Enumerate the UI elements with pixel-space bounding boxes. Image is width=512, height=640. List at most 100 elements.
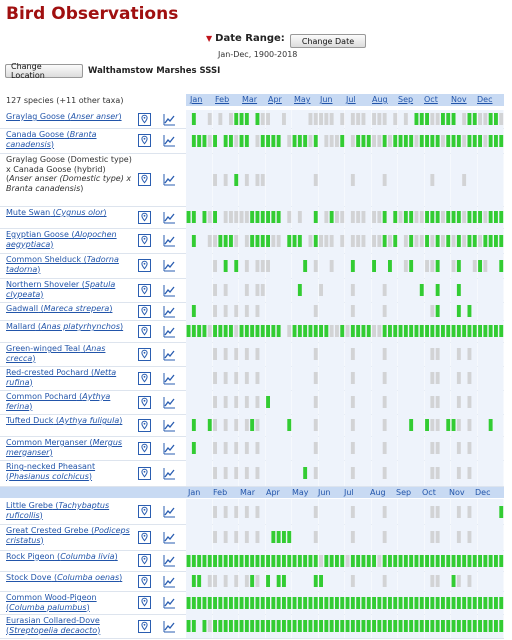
map-pin-icon[interactable] (138, 467, 151, 480)
line-chart-icon[interactable] (163, 259, 176, 272)
line-chart-icon[interactable] (163, 325, 176, 338)
line-chart-icon[interactable] (163, 348, 176, 361)
map-pin-icon[interactable] (138, 442, 151, 455)
species-name-link[interactable]: Common Pochard (Aythya ferina) (6, 392, 111, 411)
species-name-link[interactable]: Little Grebe (Tachybaptus ruficollis) (6, 501, 110, 520)
line-chart-icon[interactable] (163, 575, 176, 588)
map-pin-icon[interactable] (138, 505, 151, 518)
month-header-sep[interactable]: Sep (398, 95, 414, 104)
species-name-link[interactable]: Common Shelduck (Tadorna tadorna) (6, 255, 119, 274)
species-name-link[interactable]: Great Crested Grebe (Podiceps cristatus) (6, 526, 130, 545)
line-chart-icon[interactable] (163, 419, 176, 432)
line-chart-icon[interactable] (163, 134, 176, 147)
species-name-link[interactable]: Gadwall (Mareca strepera) (6, 304, 113, 313)
month-column (186, 499, 212, 524)
week-sampled-cell (324, 135, 329, 147)
line-chart-icon[interactable] (163, 396, 176, 409)
line-chart-icon[interactable] (163, 554, 176, 567)
species-name-link[interactable]: Mallard (Anas platyrhynchos) (6, 322, 124, 331)
month-header-feb[interactable]: Feb (215, 95, 230, 104)
month-header-oct[interactable]: Oct (424, 95, 438, 104)
species-name-link[interactable]: Mute Swan (Cygnus olor) (6, 208, 107, 217)
week-observed-bar (372, 260, 376, 272)
line-chart-icon[interactable] (163, 234, 176, 247)
map-pin-icon[interactable] (138, 305, 151, 318)
month-header-aug[interactable]: Aug (372, 95, 388, 104)
change-location-button[interactable]: Change Location (5, 62, 83, 80)
week-observed-bar (191, 211, 196, 223)
week-sampled-cell (234, 211, 239, 223)
species-common-name: Mallard (6, 322, 36, 331)
species-name-link[interactable]: Graylag Goose (Anser anser) (6, 112, 122, 121)
week-observed-bar (313, 575, 318, 587)
week-observed-bar (409, 260, 414, 272)
week-observed-bar (472, 235, 477, 247)
map-pin-icon[interactable] (138, 419, 151, 432)
line-chart-icon[interactable] (163, 620, 176, 633)
line-chart-icon[interactable] (163, 442, 176, 455)
species-scientific-name: Cygnus olor (55, 208, 104, 217)
week-observed-bar (377, 597, 382, 609)
week-observed-bar (393, 211, 398, 223)
week-observed-bar (451, 620, 456, 632)
line-chart-icon[interactable] (163, 372, 176, 385)
week-sampled-cell (456, 372, 461, 384)
line-chart-icon[interactable] (163, 211, 176, 224)
week-sampled-cell (255, 348, 260, 360)
month-header-mar[interactable]: Mar (242, 95, 258, 104)
species-name-link[interactable]: Rock Pigeon (Columba livia) (6, 552, 118, 561)
month-header-jan[interactable]: Jan (190, 95, 203, 104)
species-name-link[interactable]: Northern Shoveler (Spatula clypeata) (6, 280, 116, 299)
species-name-link[interactable]: Canada Goose (Branta canadensis) (6, 130, 97, 149)
map-pin-icon[interactable] (138, 554, 151, 567)
map-pin-icon[interactable] (138, 596, 151, 609)
date-range-toggle[interactable]: ▼ Date Range: (206, 33, 285, 44)
month-header-apr[interactable]: Apr (268, 95, 282, 104)
map-pin-icon[interactable] (138, 531, 151, 544)
line-chart-icon[interactable] (163, 284, 176, 297)
species-name-link[interactable]: Eurasian Collared-Dove (Streptopelia dec… (6, 616, 101, 635)
species-name-link[interactable]: Green-winged Teal (Anas crecca) (6, 344, 106, 363)
week-observed-bar (393, 235, 398, 247)
species-name-link[interactable]: Red-crested Pochard (Netta rufina) (6, 368, 117, 387)
species-name-link[interactable]: Common Wood-Pigeon (Columba palumbus) (6, 593, 97, 612)
map-pin-icon[interactable] (138, 396, 151, 409)
map-pin-icon[interactable] (138, 575, 151, 588)
map-pin-icon[interactable] (138, 234, 151, 247)
map-pin-icon[interactable] (138, 134, 151, 147)
map-pin-icon[interactable] (138, 620, 151, 633)
map-pin-icon[interactable] (138, 211, 151, 224)
line-chart-icon[interactable] (163, 531, 176, 544)
month-header-jun[interactable]: Jun (320, 95, 333, 104)
line-chart-icon[interactable] (163, 305, 176, 318)
line-chart-icon[interactable] (163, 596, 176, 609)
line-chart-icon[interactable] (163, 173, 176, 186)
line-chart-icon[interactable] (163, 113, 176, 126)
line-chart-icon[interactable] (163, 467, 176, 480)
week-observed-bar (441, 597, 445, 609)
species-name-link[interactable]: Egyptian Goose (Alopochen aegyptiaca) (6, 230, 117, 249)
map-pin-icon[interactable] (138, 348, 151, 361)
map-pin-icon[interactable] (138, 173, 151, 186)
month-header-may[interactable]: May (294, 95, 311, 104)
month-header-nov[interactable]: Nov (451, 95, 467, 104)
map-pin-icon[interactable] (138, 284, 151, 297)
line-chart-icon[interactable] (163, 505, 176, 518)
week-sampled-cell (435, 396, 440, 408)
month-header-dec[interactable]: Dec (477, 95, 493, 104)
change-date-button[interactable]: Change Date (290, 34, 366, 48)
week-observed-bar (266, 325, 270, 337)
week-observed-bar (441, 555, 445, 567)
species-name-link[interactable]: Stock Dove (Columba oenas) (6, 573, 123, 582)
month-header-jul[interactable]: Jul (346, 95, 356, 104)
map-pin-icon[interactable] (138, 259, 151, 272)
week-observed-bar (393, 620, 398, 632)
map-pin-icon[interactable] (138, 325, 151, 338)
species-common-name: Tufted Duck (6, 416, 54, 425)
species-name-link[interactable]: Ring-necked Pheasant (Phasianus colchicu… (6, 462, 96, 481)
species-name-link[interactable]: Tufted Duck (Aythya fuligula) (6, 416, 123, 425)
species-name-link[interactable]: Common Merganser (Mergus merganser) (6, 438, 123, 457)
week-observed-bar (488, 113, 493, 125)
map-pin-icon[interactable] (138, 113, 151, 126)
map-pin-icon[interactable] (138, 372, 151, 385)
